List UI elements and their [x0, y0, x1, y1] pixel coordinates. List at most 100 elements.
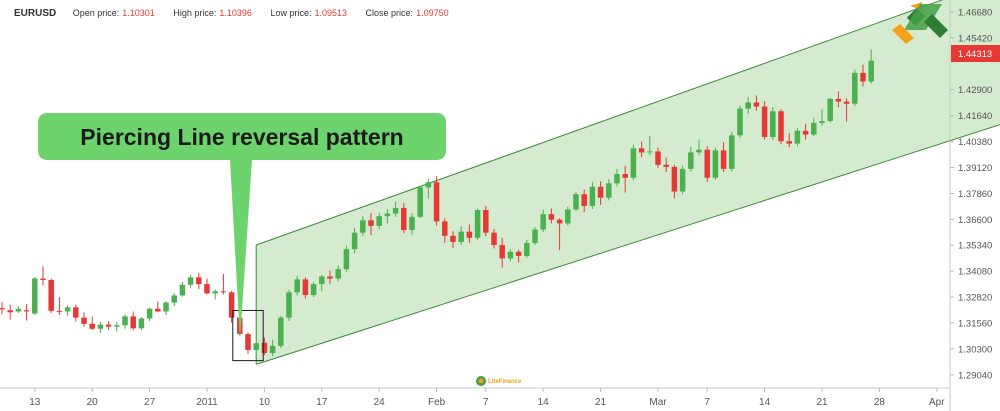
candle: [147, 308, 153, 321]
candle-body: [303, 279, 309, 295]
candle-body: [434, 182, 440, 221]
candle-body: [65, 307, 71, 311]
candle-body: [516, 252, 522, 256]
x-tick-label: 21: [816, 397, 828, 408]
candle-body: [188, 277, 194, 284]
candle-body: [221, 291, 227, 292]
candle-body: [24, 310, 30, 311]
candle-body: [499, 245, 505, 258]
x-tick-label: Mar: [649, 397, 667, 408]
candle: [344, 246, 350, 272]
candle-body: [401, 208, 407, 230]
candle-body: [147, 309, 153, 319]
candle-body: [368, 220, 374, 226]
candle: [729, 132, 735, 172]
candle: [73, 305, 79, 322]
candle: [139, 317, 145, 330]
candle-body: [385, 214, 391, 217]
candle: [212, 289, 218, 299]
x-tick-label: 21: [595, 397, 607, 408]
y-tick-label: 1.41640: [958, 111, 992, 122]
candle-body: [294, 279, 300, 292]
candle-body: [655, 151, 661, 164]
x-tick-label: Feb: [428, 397, 446, 408]
candle-body: [778, 111, 784, 141]
candle-body: [262, 343, 268, 353]
candle-body: [631, 148, 637, 177]
candle-body: [622, 174, 628, 178]
candle-body: [762, 107, 768, 137]
candle-body: [827, 99, 833, 121]
candle-body: [40, 279, 46, 280]
candle: [7, 305, 13, 320]
candle: [89, 316, 95, 330]
y-tick-label: 1.42900: [958, 85, 992, 96]
candle: [32, 277, 38, 315]
y-tick-label: 1.34080: [958, 267, 992, 278]
candle: [573, 192, 579, 211]
candle-body: [311, 284, 317, 295]
candle: [106, 321, 112, 330]
current-price-tag: 1.44313: [951, 45, 1000, 62]
candle-body: [360, 220, 366, 232]
candle-body: [663, 165, 669, 167]
candle-body: [130, 316, 136, 328]
candle-body: [450, 236, 456, 242]
candle-body: [540, 214, 546, 229]
candle-body: [754, 102, 760, 106]
candle: [229, 291, 235, 323]
candle-body: [32, 279, 38, 314]
candle: [475, 209, 481, 240]
candle: [188, 275, 194, 288]
candle-body: [508, 252, 514, 259]
candle-body: [48, 280, 54, 311]
y-tick-label: 1.39120: [958, 163, 992, 174]
candle-body: [483, 210, 489, 233]
x-tick-label: 7: [483, 397, 489, 408]
candle-body: [606, 183, 612, 197]
x-tick-label: 27: [144, 397, 156, 408]
candle-body: [467, 232, 473, 238]
candle-body: [737, 109, 743, 136]
candle: [40, 266, 46, 285]
candle: [114, 322, 120, 332]
candle-body: [286, 292, 292, 317]
candle-body: [253, 343, 259, 350]
watermark-text: LiteFinance: [488, 379, 522, 385]
x-tick-label: 7: [704, 397, 710, 408]
candle-body: [442, 221, 448, 235]
candle: [737, 106, 743, 138]
candle-body: [204, 284, 210, 293]
candle-body: [114, 325, 120, 326]
candle-body: [98, 325, 104, 329]
candle: [631, 145, 637, 180]
ascending-channel: [256, 0, 1000, 364]
candle-body: [171, 295, 177, 302]
candle-body: [590, 187, 596, 206]
candle-body: [770, 111, 776, 137]
candle: [65, 305, 71, 316]
y-tick-label: 1.46680: [958, 7, 992, 18]
candle: [762, 101, 768, 139]
candle: [180, 282, 186, 296]
y-tick-label: 1.36600: [958, 215, 992, 226]
candle-body: [721, 150, 727, 169]
candle: [122, 314, 128, 328]
x-tick-label: 20: [87, 397, 99, 408]
candle-body: [647, 151, 653, 152]
candle: [98, 322, 104, 333]
candle-body: [557, 220, 563, 224]
candle-body: [836, 99, 842, 102]
candle-body: [803, 131, 809, 135]
candle: [532, 227, 538, 245]
candle-body: [811, 123, 817, 135]
candle-body: [688, 152, 694, 168]
candle: [827, 98, 833, 123]
x-tick-label: 2011: [196, 397, 218, 408]
candle-body: [245, 334, 251, 350]
candle-body: [852, 73, 858, 104]
candle: [163, 301, 169, 315]
candle-body: [795, 131, 801, 144]
candle: [16, 306, 22, 313]
